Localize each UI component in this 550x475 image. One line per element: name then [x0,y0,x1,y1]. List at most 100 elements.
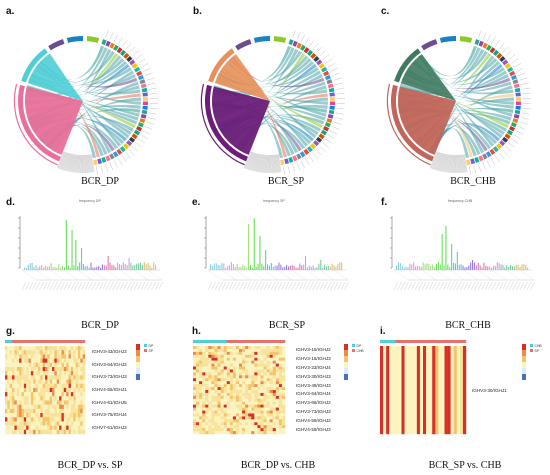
heatmap-cell [61,396,65,401]
heatmap-cell [251,346,255,350]
heatmap-cell [66,354,69,359]
heatmap-cell [12,350,15,355]
x-tick-label [49,281,55,291]
heatmap-cell [196,384,200,388]
heatmap-cell [33,429,36,435]
heatmap-cell [239,413,243,417]
heatmap-cell [12,404,15,410]
chord-minor-line [442,154,447,172]
heatmap-cell [266,348,270,353]
heatmap-cell [226,398,230,402]
heatmap-cell [77,392,81,397]
heatmap-cell [73,387,76,393]
heatmap-cell [63,387,67,393]
heatmap-cell [226,381,230,385]
heatmap-cell [59,346,62,351]
grid-line [435,269,451,281]
heatmap-row-label: IGHV3-23/IGHJ4 [296,365,331,370]
heatmap-cell [266,346,270,350]
frequency-bar [513,266,515,270]
heatmap-cell [16,417,20,422]
chord-ribbon [221,67,323,129]
heatmap-cell [40,400,43,405]
heatmap-cell [196,419,200,423]
heatmap-cell [7,366,10,372]
heatmap-cell [254,348,258,353]
heatmap-cell [33,354,36,359]
heatmap-cell [63,425,67,431]
heatmap-cell [257,425,261,429]
chord-tick [469,166,471,175]
annotation-cell [429,340,433,343]
chord-tick [117,158,123,166]
heatmap-row-label: IGHV3-66/IGHJ2 [296,400,331,406]
heatmap-cell [37,350,41,355]
heatmap-cell [275,404,280,408]
heatmap-cell [5,346,8,351]
heatmap-cell [263,354,267,358]
heatmap-cell [242,369,246,373]
frequency-bar [473,262,475,270]
heatmap-cell [208,413,212,417]
heatmap-cell [68,413,72,418]
heatmap-cell [423,346,427,435]
chord-tick [498,152,504,159]
heatmap-cell [208,428,212,432]
heatmap-cell [239,366,243,370]
heatmap-cell [257,372,261,376]
heatmap-cell [30,371,34,376]
annotation-cell [68,340,72,343]
frequency-bar [447,264,449,270]
chord-tick [491,37,496,45]
chord-ribbon [216,114,321,132]
heatmap-cell [54,346,57,351]
heatmap-cell [208,384,212,388]
heatmap-cell [272,354,276,358]
heatmap-cell [242,381,246,385]
chord-arc-segment [320,129,328,136]
heatmap-cell [269,401,273,405]
heatmap-cell [66,371,69,376]
heatmap-cell [21,358,25,363]
chord-arc-segment [329,92,335,97]
heatmap-cell [63,421,67,426]
chord-diagram-dp [13,30,158,175]
heatmap-cell [214,431,218,435]
frequency-bar [492,265,494,270]
chord-tick [478,30,482,38]
heatmap-cell [193,375,197,379]
chord-tick [473,165,477,174]
chord-minor-line [458,154,460,173]
chord-tick [146,121,155,125]
heatmap-cell [254,407,258,411]
chord-ribbon [412,50,488,80]
chord-arc-second [208,48,235,83]
heatmap-cell [254,354,258,358]
legend-group-label: SP [149,349,154,353]
heatmap-cell [248,384,252,388]
heatmap-cell [42,425,46,431]
grid-line [407,269,423,281]
heatmap-cell [278,398,283,402]
heatmap-cell [251,348,255,353]
heatmap-cell [82,400,86,405]
heatmap-cell [275,357,280,361]
heatmap-cell [40,358,43,363]
x-tick-label [488,281,493,291]
heatmap-cell [260,404,264,408]
annotation-cell [70,340,74,343]
heatmap-cell [275,410,280,414]
heatmap-cell [254,431,258,435]
chord-tick [109,32,114,40]
x-tick-label [467,281,472,291]
heatmap-cell [214,387,218,391]
chord-minor-line [460,154,463,173]
heatmap-cell [214,422,218,426]
frequency-bar [52,267,54,270]
heatmap-cell [202,351,206,355]
frequency-bar [230,262,232,270]
heatmap-cell [269,348,273,353]
heatmap-cell [21,350,25,355]
heatmap-cell [16,379,20,384]
heatmap-cell [30,387,34,393]
